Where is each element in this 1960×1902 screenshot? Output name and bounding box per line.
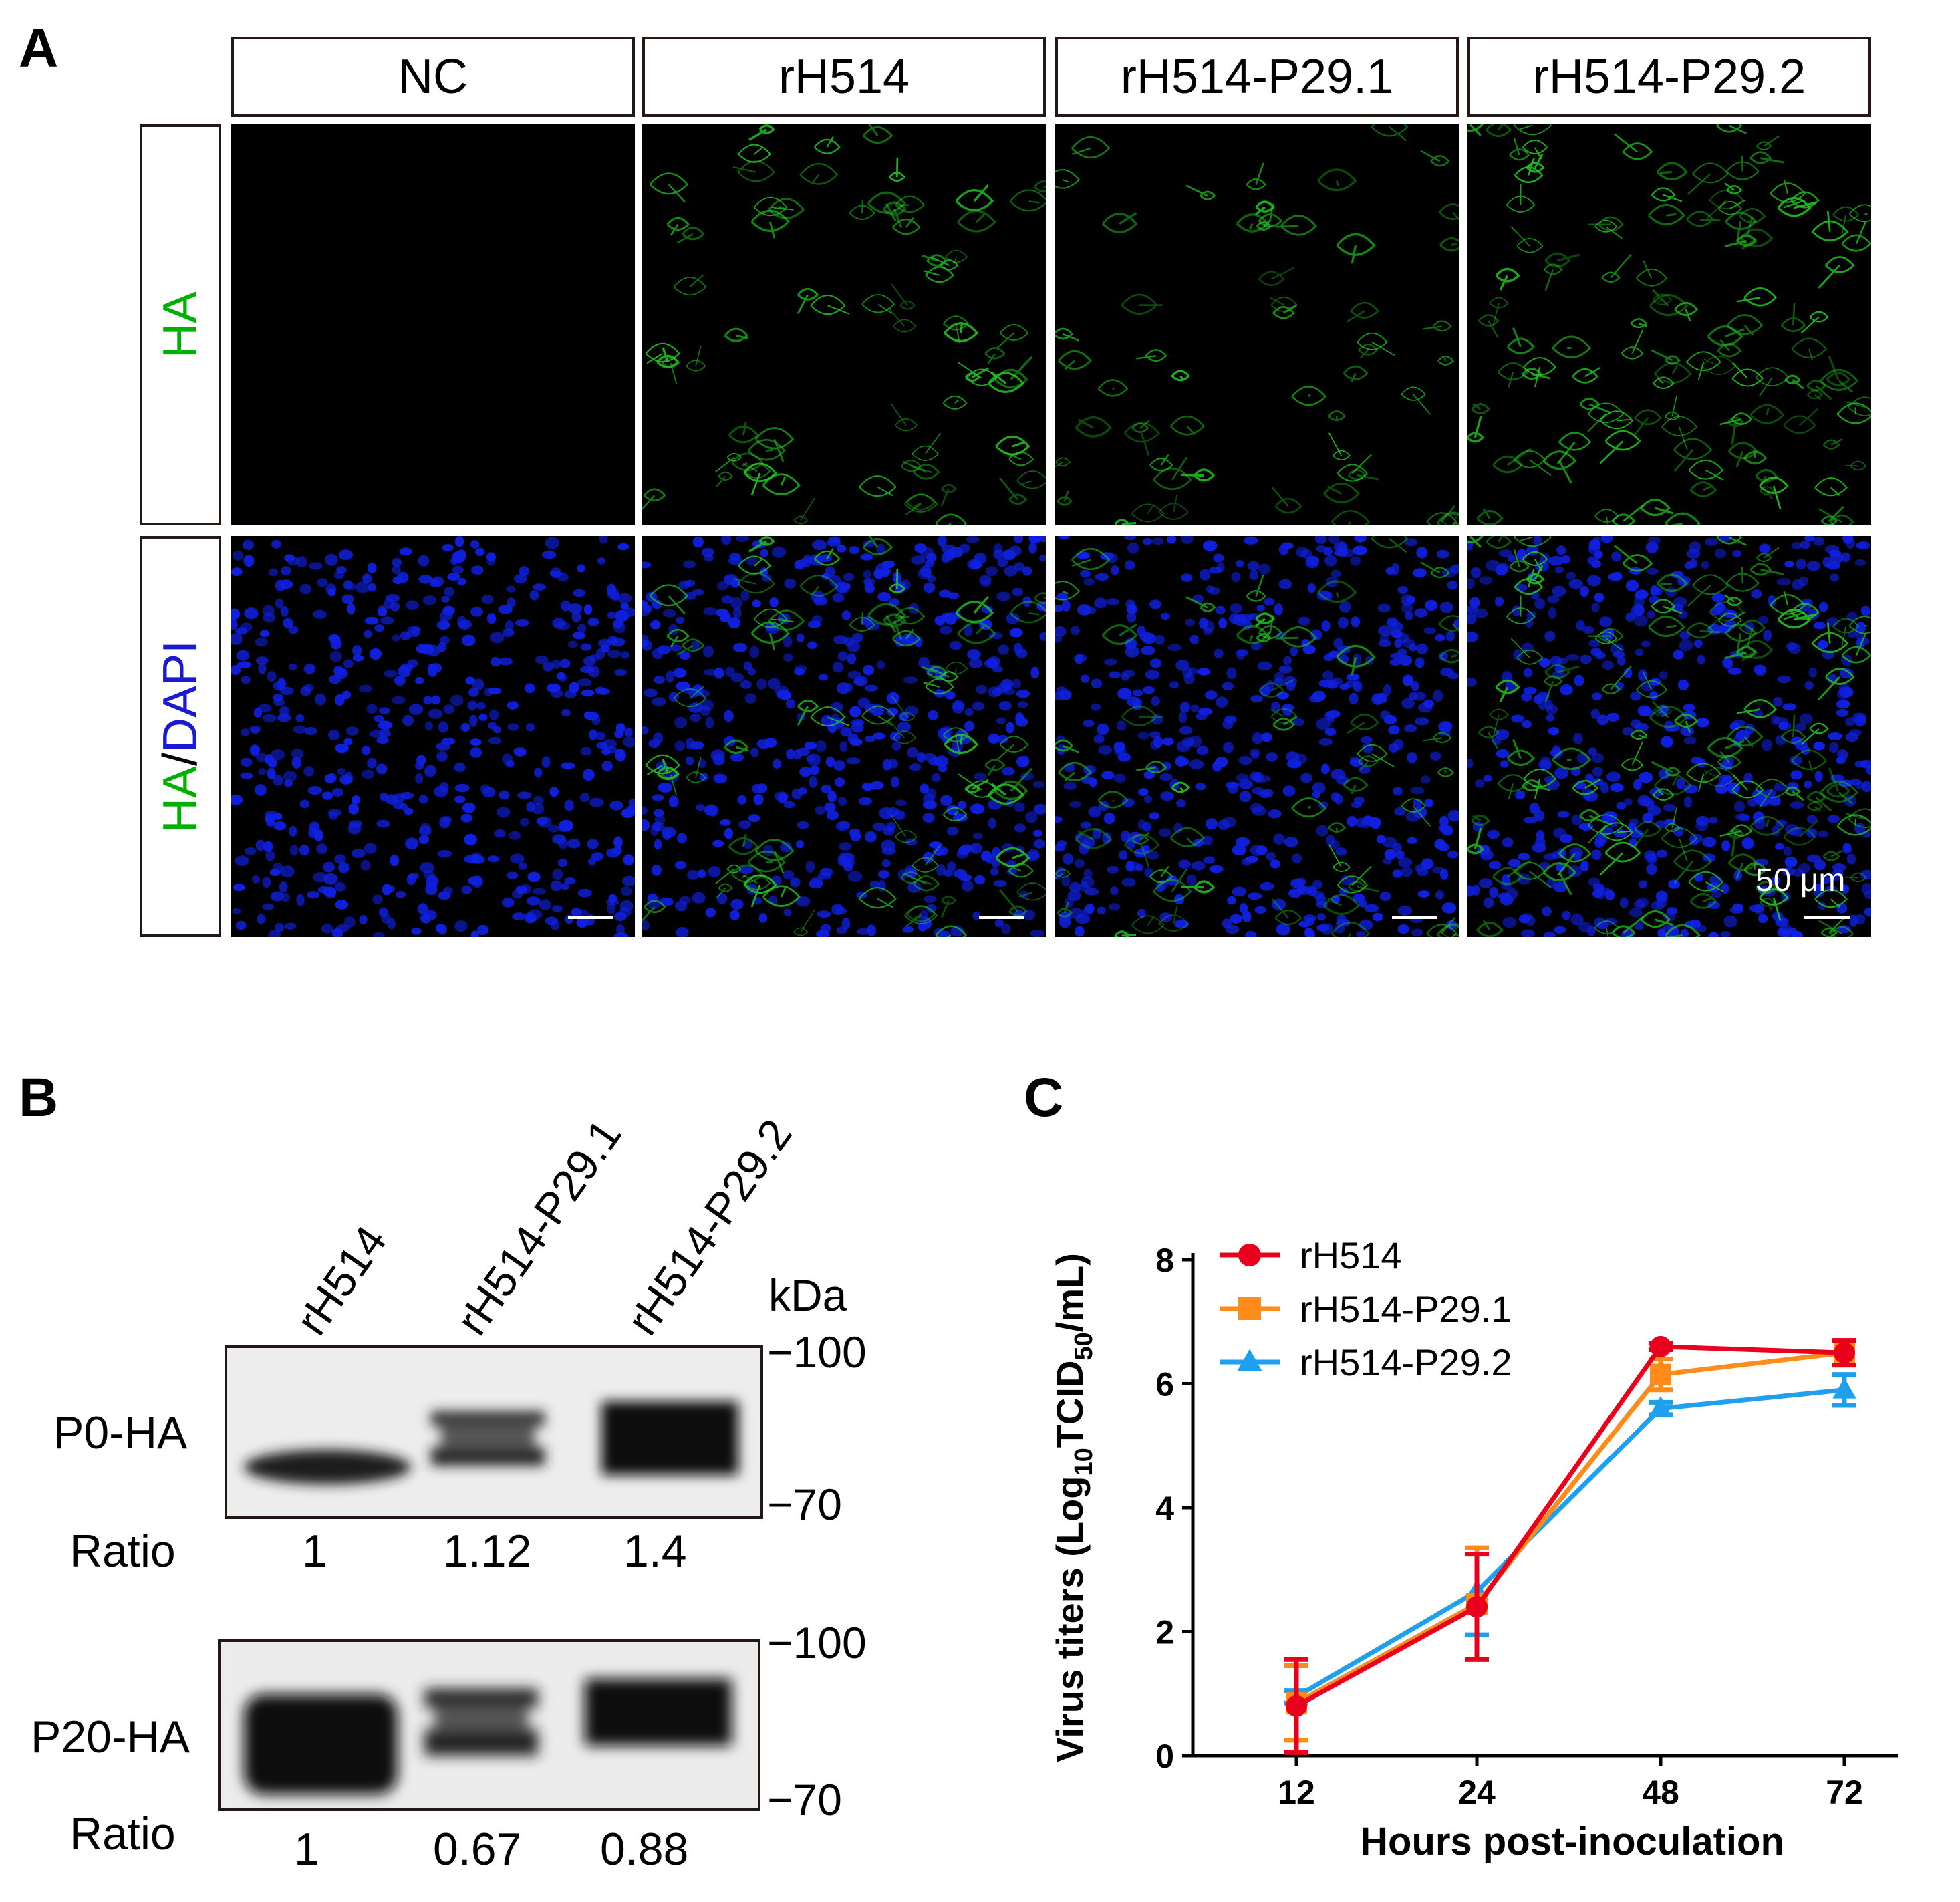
micrograph-cells — [642, 124, 1046, 525]
row-label-slash: / — [154, 753, 207, 767]
y-tick-label: 0 — [1155, 1738, 1174, 1775]
x-axis-title: Hours post-inoculation — [1360, 1820, 1784, 1863]
legend-marker — [1238, 1297, 1261, 1320]
blot-image-p20 — [218, 1639, 760, 1811]
panel-a-letter: A — [19, 18, 59, 79]
marker-70-blot1: −70 — [767, 1480, 842, 1529]
data-point — [1834, 1342, 1855, 1364]
legend-marker — [1238, 1244, 1261, 1266]
legend-label: rH514 — [1300, 1234, 1402, 1276]
column-header-nc: NC — [231, 37, 635, 117]
series-line — [1295, 1387, 1845, 1699]
y-axis-title-part: 50 — [1070, 1332, 1098, 1360]
scale-bar — [568, 916, 613, 919]
legend-label: rH514-P29.1 — [1300, 1288, 1512, 1330]
y-tick-label: 2 — [1155, 1614, 1174, 1651]
micrograph-cells — [231, 124, 635, 525]
data-point — [1650, 1335, 1671, 1357]
lane-label-rh514: rH514 — [286, 1216, 396, 1344]
scale-bar — [1392, 916, 1437, 919]
kda-label: kDa — [768, 1270, 847, 1320]
y-axis-title-part: TCID — [1048, 1361, 1091, 1448]
ratio-value: 1 — [294, 1824, 319, 1875]
ratio-value: 1 — [302, 1526, 327, 1577]
x-tick-label: 72 — [1826, 1774, 1863, 1811]
ratio-label-blot1: Ratio — [69, 1526, 176, 1577]
blot-label-p20-ha: P20-HA — [31, 1712, 190, 1762]
ratio-value: 0.67 — [433, 1824, 522, 1875]
marker-100-blot2: −100 — [767, 1618, 867, 1667]
column-header-rh514-p29-1: rH514-P29.1 — [1055, 37, 1459, 117]
micrograph-cells — [642, 536, 1046, 937]
legend-label: rH514-P29.2 — [1300, 1341, 1512, 1383]
panel-b-letter: B — [19, 1067, 59, 1128]
micrograph-cells — [231, 536, 635, 937]
series-line — [1295, 1350, 1845, 1706]
merge-image-nc — [231, 536, 635, 937]
column-header-rh514-p29-2: rH514-P29.2 — [1467, 37, 1871, 117]
row-label-ha: HA — [154, 291, 207, 359]
micrograph-cells — [1055, 536, 1459, 937]
row-header-ha-dapi: HA/DAPI — [140, 536, 221, 937]
y-tick-label: 6 — [1155, 1366, 1174, 1403]
merge-image-rh514-p29-2 — [1467, 536, 1871, 937]
x-tick-label: 48 — [1642, 1774, 1679, 1811]
ha-image-rh514 — [642, 124, 1046, 525]
data-point — [1650, 1363, 1671, 1385]
scale-bar-label: 50 μm — [1756, 863, 1846, 898]
ratio-value: 1.12 — [443, 1526, 532, 1577]
y-axis-title-part: 10 — [1070, 1448, 1098, 1476]
ratio-value: 1.4 — [623, 1526, 687, 1577]
y-tick-label: 4 — [1155, 1490, 1174, 1527]
data-point — [1832, 1377, 1856, 1399]
x-tick-label: 12 — [1278, 1774, 1315, 1811]
row-header-ha: HA — [140, 124, 221, 525]
row-label-dapi-part: DAPI — [154, 640, 207, 753]
ha-image-nc — [231, 124, 635, 525]
micrograph-cells — [1467, 536, 1871, 937]
data-point — [1649, 1396, 1673, 1417]
scale-bar — [1804, 916, 1850, 919]
merge-image-rh514-p29-1 — [1055, 536, 1459, 937]
data-point — [1466, 1596, 1488, 1618]
ratio-label-blot2: Ratio — [69, 1808, 176, 1859]
y-axis-title-part: Virus titers (Log — [1048, 1476, 1091, 1762]
blot-bands-p0 — [227, 1348, 760, 1516]
y-axis-title: Virus titers (Log10TCID50/mL) — [1048, 1253, 1098, 1762]
marker-70-blot2: −70 — [767, 1775, 842, 1824]
blot-bands-p20 — [221, 1642, 758, 1808]
marker-100-blot1: −100 — [767, 1327, 867, 1377]
panel-c-letter: C — [1024, 1067, 1064, 1128]
ratio-value: 0.88 — [600, 1824, 689, 1875]
row-label-ha-part: HA — [154, 766, 207, 833]
lane-label-rh514-p29-1: rH514-P29.1 — [446, 1110, 631, 1344]
data-point — [1286, 1695, 1307, 1717]
y-tick-label: 8 — [1155, 1242, 1174, 1279]
blot-image-p0 — [225, 1345, 763, 1519]
blot-label-p0-ha: P0-HA — [53, 1407, 188, 1458]
x-tick-label: 24 — [1458, 1774, 1496, 1811]
column-header-rh514: rH514 — [642, 37, 1046, 117]
series-line — [1295, 1344, 1845, 1708]
ha-image-rh514-p29-2 — [1467, 124, 1871, 525]
scale-bar — [979, 916, 1024, 919]
ha-image-rh514-p29-1 — [1055, 124, 1459, 525]
merge-image-rh514 — [642, 536, 1046, 937]
y-axis-title-part: /mL) — [1048, 1253, 1091, 1332]
micrograph-cells — [1055, 124, 1459, 525]
row-label-ha-dapi: HA/DAPI — [153, 640, 208, 833]
legend-marker — [1237, 1349, 1262, 1371]
micrograph-cells — [1467, 124, 1871, 525]
